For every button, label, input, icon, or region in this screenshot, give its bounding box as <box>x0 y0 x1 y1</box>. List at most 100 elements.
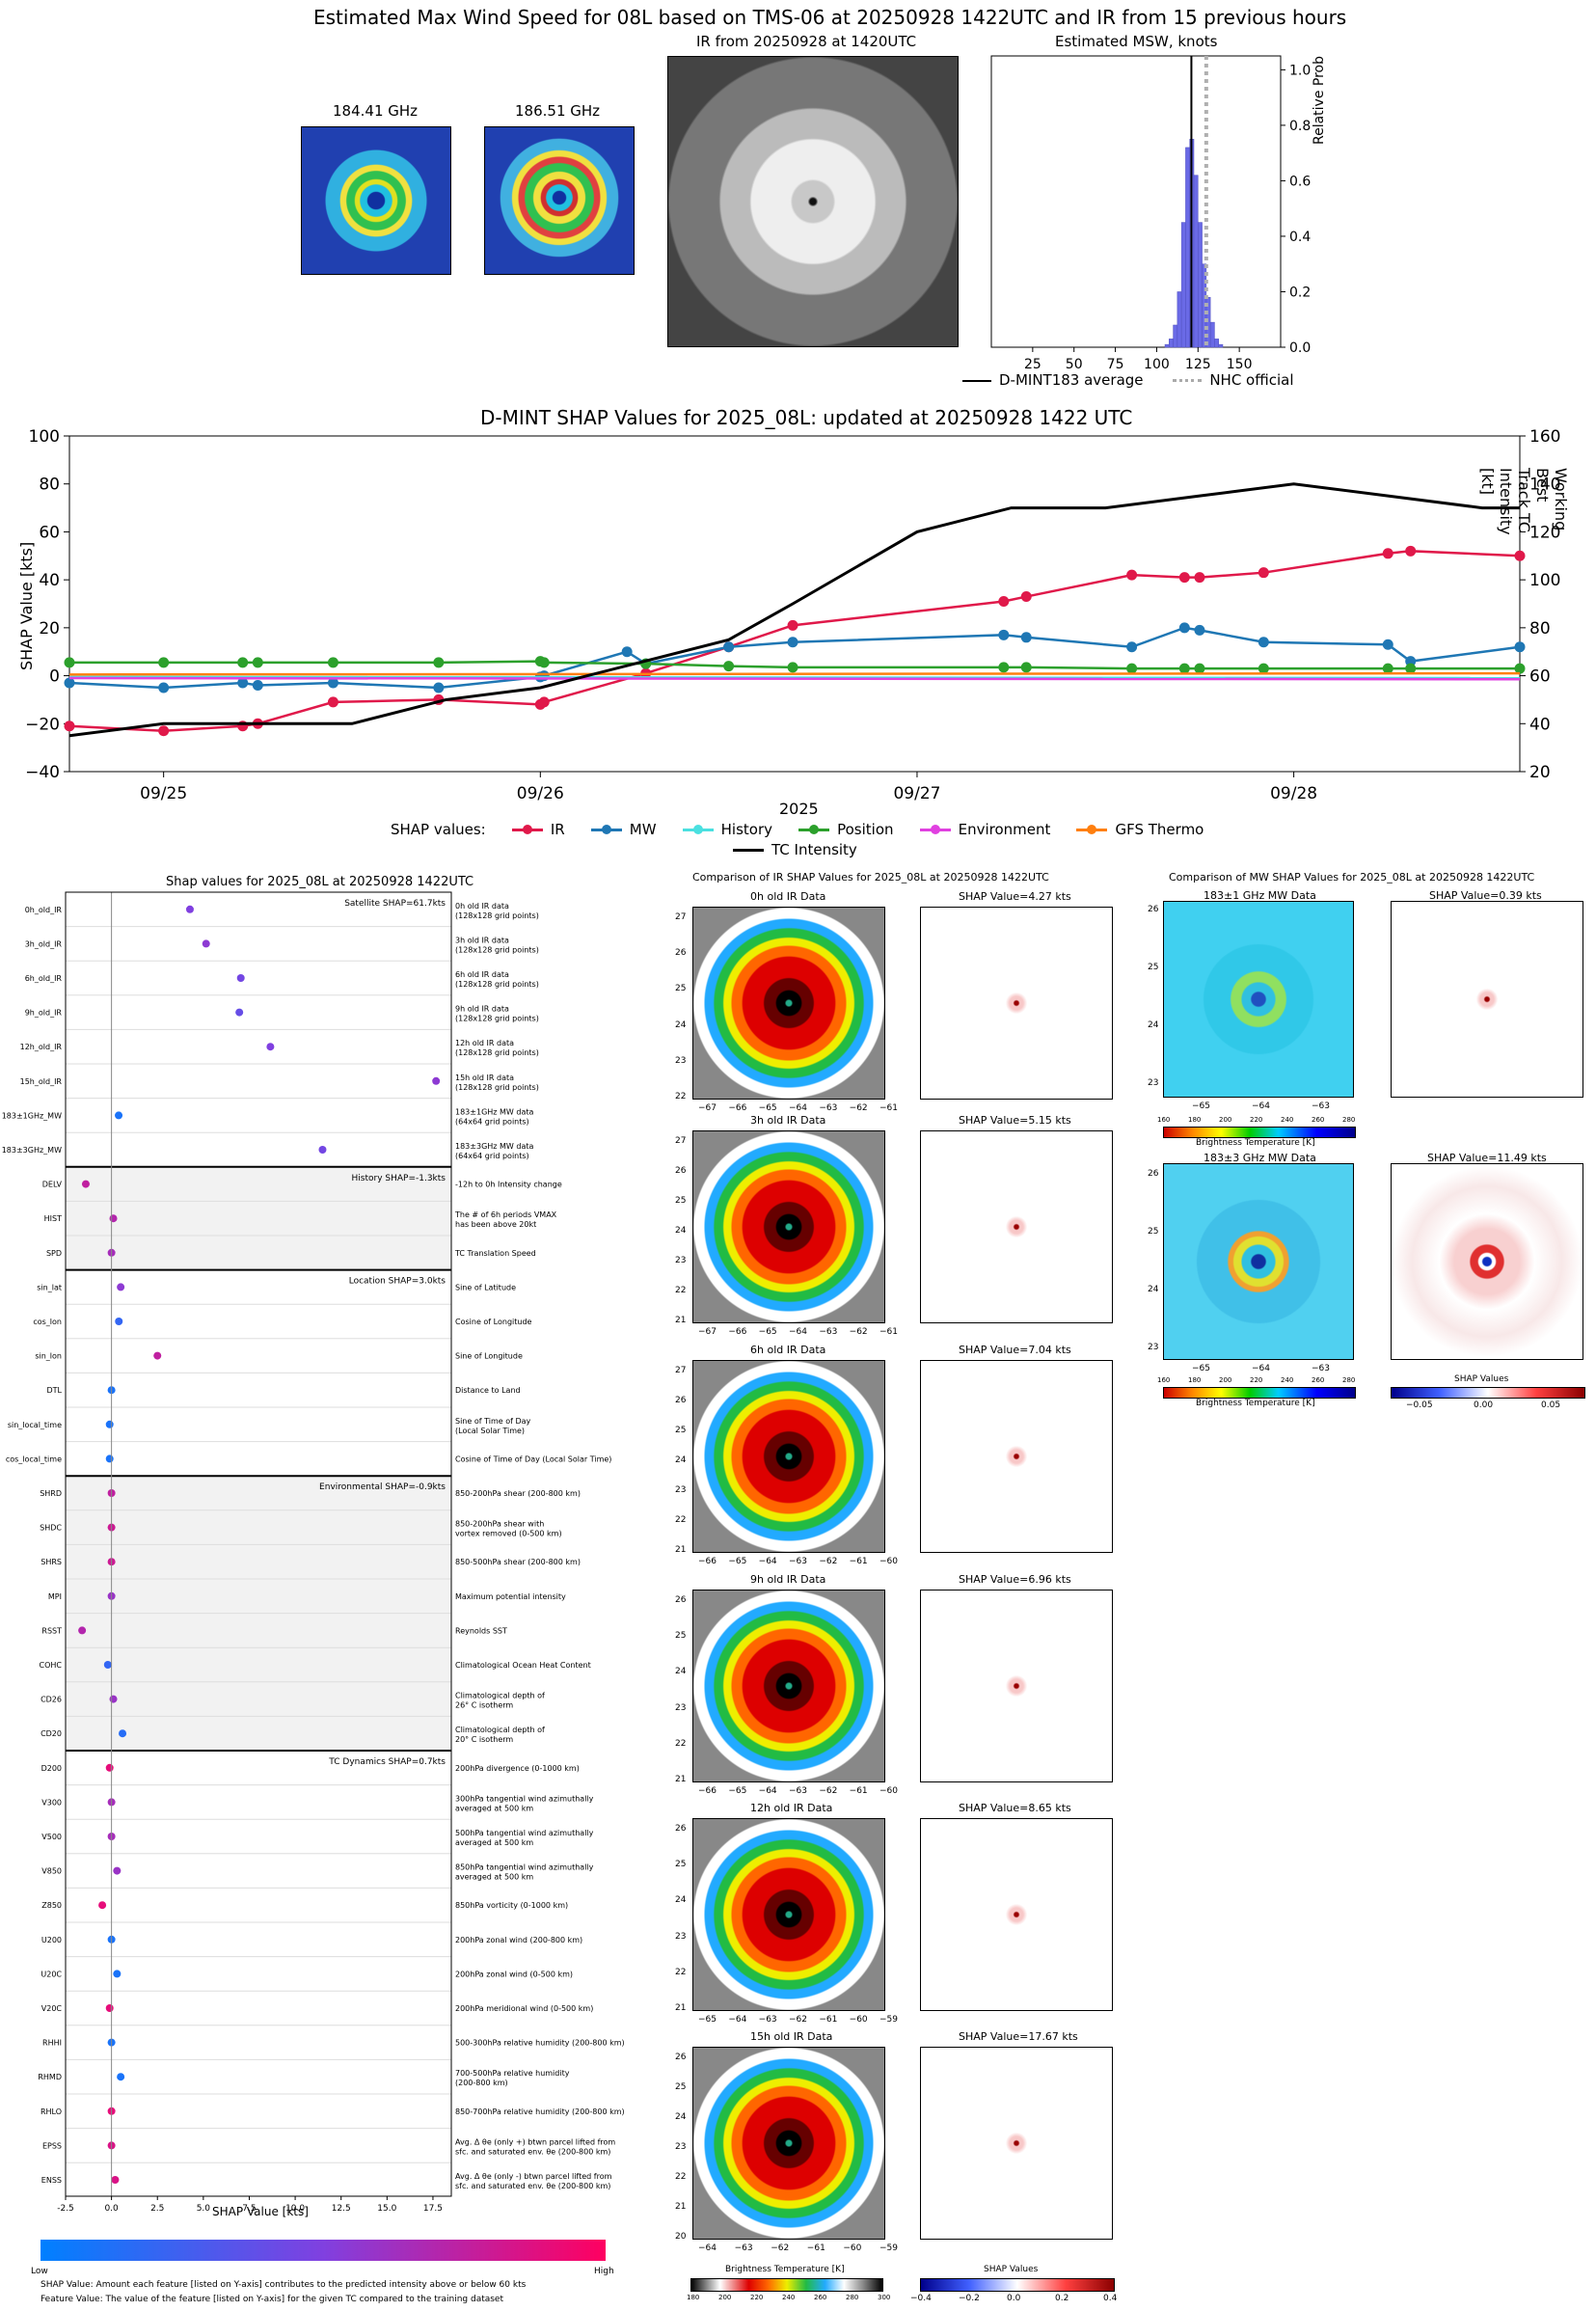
mw-row2-bt-label: Brightness Temperature [K] <box>1196 1399 1315 1408</box>
ts-ytick-label: −40 <box>25 763 60 782</box>
feature-name: cos_lon <box>33 1318 62 1326</box>
beeswarm-title: Shap values for 2025_08L at 20250928 142… <box>166 875 474 889</box>
mw-shap-colorbar <box>1391 1387 1585 1399</box>
ir-ytick-label: 23 <box>675 1256 687 1265</box>
mw-row2-bt-colorbar <box>1163 1387 1356 1399</box>
feature-name: Z850 <box>41 1901 62 1910</box>
ir-shap-tick: 0.4 <box>1103 2294 1118 2303</box>
feature-name: 0h_old_IR <box>25 906 63 914</box>
ts-ytick-label: 60 <box>39 523 60 542</box>
shap-dot <box>113 1970 122 1978</box>
ir-ytick-label: 21 <box>675 1775 687 1784</box>
point-position <box>433 657 445 668</box>
group-label: TC Dynamics SHAP=0.7kts <box>328 1757 446 1767</box>
feature-desc: vortex removed (0-500 km) <box>455 1530 562 1538</box>
feature-desc: Sine of Latitude <box>455 1283 516 1291</box>
point-mw <box>998 629 1010 640</box>
mw-ytick-label: 25 <box>1148 1227 1159 1237</box>
shap-dot <box>115 1111 123 1120</box>
ir-xtick-label: −61 <box>819 2015 838 2025</box>
mw-shap-tick: −0.05 <box>1406 1400 1433 1410</box>
feature-desc: (Local Solar Time) <box>455 1427 525 1435</box>
ir-ytick-label: 27 <box>675 1136 687 1146</box>
ir-data-image <box>692 1360 885 1553</box>
point-ir <box>998 596 1010 608</box>
feature-desc: has been above 20kt <box>455 1220 536 1229</box>
ir-ytick-label: 23 <box>675 1702 687 1713</box>
point-position <box>1514 663 1526 674</box>
group-label: History SHAP=-1.3kts <box>352 1174 446 1183</box>
point-mw <box>237 677 249 689</box>
bs-xtick-label: -2.5 <box>57 2204 74 2214</box>
ir-data-image <box>692 1590 885 1782</box>
bs-xtick-label: 15.0 <box>377 2204 396 2214</box>
hist-xtick-label: 125 <box>1185 357 1211 372</box>
feature-name: RHLO <box>41 2107 62 2116</box>
feature-desc: 700-500hPa relative humidity <box>455 2069 570 2078</box>
feature-desc: 850-200hPa shear with <box>455 1520 544 1529</box>
shap-dot <box>111 2176 120 2184</box>
bs-xtick-label: 2.5 <box>150 2204 164 2214</box>
timeseries-frame <box>68 435 1521 773</box>
mw-bt-tick: 220 <box>1250 1116 1263 1124</box>
point-position <box>327 657 338 668</box>
point-position <box>1405 663 1417 674</box>
mw-bt-tick: 220 <box>1250 1376 1263 1384</box>
ir-ytick-label: 21 <box>675 1545 687 1555</box>
feature-name: SPD <box>46 1249 62 1258</box>
feature-desc: Sine of Longitude <box>455 1352 523 1361</box>
series-position <box>69 660 1520 670</box>
shap-dot <box>103 1661 112 1669</box>
mw-bt-tick: 240 <box>1281 1116 1294 1124</box>
bs-xtick-label: 5.0 <box>197 2204 211 2214</box>
point-ir <box>1258 567 1269 579</box>
feature-desc: Climatological Ocean Heat Content <box>455 1661 591 1670</box>
feature-name: U200 <box>41 1936 62 1944</box>
feature-name: DELV <box>42 1181 63 1189</box>
feature-desc: (128x128 grid points) <box>455 1083 539 1092</box>
ir-xtick-label: −62 <box>819 1786 838 1796</box>
ir-shap-title: SHAP Value=8.65 kts <box>959 1802 1071 1814</box>
mw-bt-tick: 200 <box>1219 1376 1232 1384</box>
shap-dot <box>202 939 210 948</box>
ir-ytick-label: 26 <box>675 1595 687 1605</box>
hist-bar <box>1164 343 1170 348</box>
feature-desc: -12h to 0h Intensity change <box>455 1181 562 1189</box>
ir-xtick-label: −65 <box>728 1557 747 1566</box>
mw-bt-tick: 200 <box>1219 1116 1232 1124</box>
ir-data-image <box>692 1818 885 2011</box>
ir-xtick-label: −64 <box>789 1327 807 1337</box>
ir-bt-tick: 180 <box>687 2294 700 2301</box>
ir-data-title: 12h old IR Data <box>750 1802 833 1814</box>
ir-xtick-label: −63 <box>789 1557 807 1566</box>
feature-desc: (128x128 grid points) <box>455 1015 539 1023</box>
mw-row1-shap-image <box>1391 901 1583 1098</box>
feature-desc: 200hPa divergence (0-1000 km) <box>455 1764 580 1773</box>
feature-name: COHC <box>40 1661 63 1670</box>
feature-name: EPSS <box>42 2141 62 2150</box>
feature-desc: Distance to Land <box>455 1386 521 1395</box>
ir-xtick-label: −60 <box>879 1557 898 1566</box>
point-ir <box>327 696 338 708</box>
ir-shap-tick: 0.0 <box>1007 2294 1021 2303</box>
ir-bt-label: Brightness Temperature [K] <box>725 2265 845 2274</box>
point-position <box>237 657 249 668</box>
point-ir <box>1194 572 1205 584</box>
point-ir <box>1405 545 1417 557</box>
mw-bt-tick: 240 <box>1281 1376 1294 1384</box>
ir-ytick-label: 25 <box>675 1196 687 1206</box>
ir-xtick-label: −63 <box>758 2015 777 2025</box>
ir-bt-tick: 300 <box>878 2294 891 2301</box>
hist-bar <box>1193 175 1199 348</box>
feature-desc: 3h old IR data <box>455 936 509 944</box>
mw-row2-shap-title: SHAP Value=11.49 kts <box>1427 1152 1547 1164</box>
feature-desc: Sine of Time of Day <box>455 1417 531 1426</box>
feature-desc: 200hPa zonal wind (0-500 km) <box>455 1970 573 1978</box>
mw-ytick-label: 23 <box>1148 1078 1159 1088</box>
feature-desc: 850hPa vorticity (0-1000 km) <box>455 1901 568 1910</box>
ir-ytick-label: 25 <box>675 1860 687 1870</box>
shap-dot <box>266 1043 275 1051</box>
mw2-image <box>484 126 635 275</box>
mw-shap-tick: 0.00 <box>1474 1400 1494 1410</box>
ir-xtick-label: −64 <box>758 1786 777 1796</box>
